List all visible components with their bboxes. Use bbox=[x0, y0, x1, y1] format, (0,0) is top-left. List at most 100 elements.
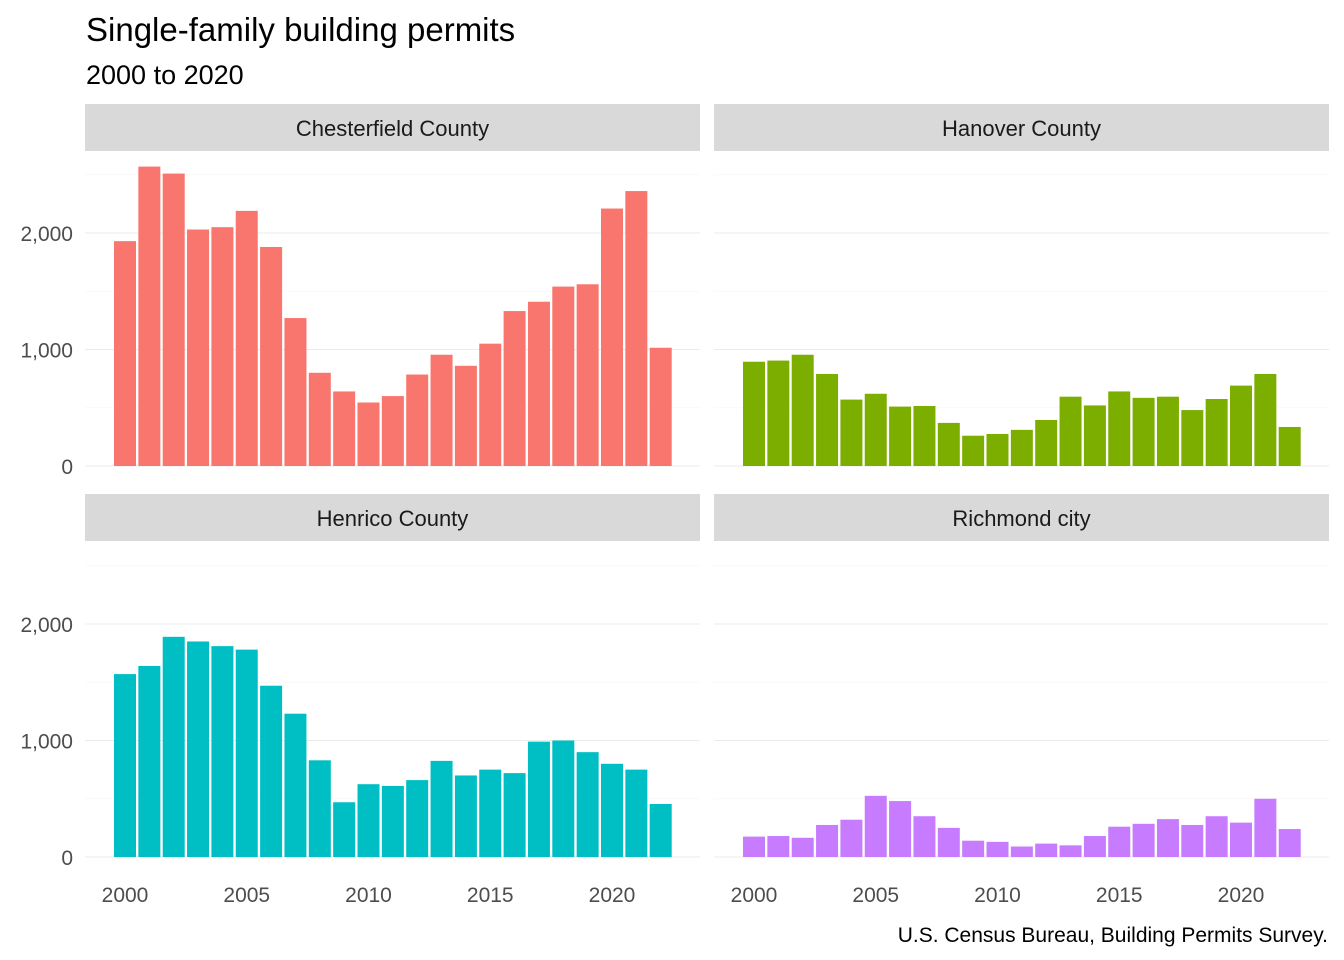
bar-2011 bbox=[1010, 429, 1033, 466]
bar-2017 bbox=[527, 301, 550, 466]
bar-2014 bbox=[454, 775, 477, 857]
bar-2009 bbox=[333, 391, 356, 466]
bar-2015 bbox=[1108, 826, 1131, 857]
bar-2008 bbox=[308, 760, 331, 857]
panel-richmond-city: Richmond city 2000 2005 2010 2015 2020 bbox=[714, 494, 1329, 907]
chart-caption: U.S. Census Bureau, Building Permits Sur… bbox=[898, 924, 1328, 947]
bar-2004 bbox=[840, 399, 863, 466]
x-tick-label: 2015 bbox=[467, 884, 514, 907]
x-tick-label: 2010 bbox=[345, 884, 392, 907]
bar-2021 bbox=[625, 769, 648, 857]
bar-2016 bbox=[503, 311, 526, 466]
bar-2014 bbox=[454, 365, 477, 466]
bar-2007 bbox=[913, 406, 936, 466]
bar-2010 bbox=[986, 433, 1009, 466]
bar-2013 bbox=[430, 760, 453, 857]
bar-2002 bbox=[162, 173, 185, 466]
bar-2014 bbox=[1083, 836, 1106, 857]
bar-2019 bbox=[576, 752, 599, 857]
bar-2015 bbox=[1108, 391, 1131, 466]
strip-label: Henrico County bbox=[317, 506, 469, 531]
bar-2020 bbox=[1230, 822, 1252, 857]
bar-2009 bbox=[962, 435, 985, 466]
bar-2022 bbox=[1278, 426, 1301, 466]
bar-2001 bbox=[767, 360, 790, 466]
strip-background bbox=[85, 494, 700, 541]
bar-2008 bbox=[937, 827, 960, 857]
bar-2012 bbox=[1035, 419, 1058, 466]
bar-2005 bbox=[864, 795, 887, 857]
bar-2006 bbox=[260, 685, 283, 857]
bar-2017 bbox=[527, 741, 550, 857]
x-tick-label: 2015 bbox=[1096, 884, 1143, 907]
bar-2005 bbox=[235, 210, 258, 466]
bar-2010 bbox=[357, 784, 380, 857]
bar-2021 bbox=[625, 191, 648, 466]
panel-hanover-county: Hanover County bbox=[714, 104, 1329, 467]
bar-2002 bbox=[791, 354, 814, 466]
strip-label: Richmond city bbox=[952, 506, 1090, 531]
chart-subtitle: 2000 to 2020 bbox=[86, 60, 244, 90]
bar-2003 bbox=[187, 641, 210, 857]
y-tick-label: 1,000 bbox=[20, 731, 73, 754]
bar-2019 bbox=[576, 284, 599, 466]
bar-2010 bbox=[986, 841, 1009, 857]
bar-2001 bbox=[767, 836, 790, 857]
bar-2009 bbox=[333, 802, 356, 857]
bar-2022 bbox=[1278, 829, 1301, 857]
bar-2013 bbox=[430, 354, 453, 466]
y-tick-label: 2,000 bbox=[20, 223, 73, 246]
panel-chesterfield-county: Chesterfield County 0 1,000 2,000 bbox=[20, 104, 700, 479]
strip-label: Chesterfield County bbox=[296, 116, 489, 141]
bar-2021 bbox=[1254, 373, 1277, 466]
y-tick-label: 0 bbox=[61, 456, 73, 479]
bar-2021 bbox=[1254, 798, 1277, 857]
bar-2006 bbox=[889, 801, 912, 857]
bar-2003 bbox=[187, 229, 210, 466]
bar-2007 bbox=[284, 318, 307, 466]
bar-2011 bbox=[381, 785, 404, 857]
bar-2008 bbox=[308, 372, 331, 466]
bar-2006 bbox=[889, 406, 912, 466]
x-tick-label: 2010 bbox=[974, 884, 1021, 907]
bar-2012 bbox=[406, 374, 429, 466]
bar-2018 bbox=[1181, 824, 1204, 857]
strip-background bbox=[714, 104, 1329, 151]
bar-2018 bbox=[552, 286, 575, 466]
bar-2016 bbox=[1132, 823, 1155, 857]
bar-2002 bbox=[791, 837, 814, 857]
bar-2013 bbox=[1059, 845, 1082, 857]
bar-2011 bbox=[1010, 846, 1033, 857]
y-tick-label: 2,000 bbox=[20, 614, 73, 637]
bar-2007 bbox=[284, 713, 307, 857]
bar-2017 bbox=[1156, 396, 1179, 466]
strip-label: Hanover County bbox=[942, 116, 1101, 141]
bar-2005 bbox=[235, 649, 258, 857]
bar-2005 bbox=[864, 393, 887, 466]
bar-2014 bbox=[1083, 405, 1106, 466]
x-tick-label: 2005 bbox=[852, 884, 899, 907]
bar-2003 bbox=[816, 824, 839, 857]
bar-2019 bbox=[1205, 399, 1228, 466]
bar-2018 bbox=[1181, 410, 1204, 466]
bar-2010 bbox=[357, 402, 380, 466]
bar-2015 bbox=[479, 769, 502, 857]
panel-henrico-county: Henrico County 0 1,000 2,000 2000 2005 2010 201… bbox=[20, 494, 700, 907]
bar-2022 bbox=[649, 803, 672, 857]
strip-background bbox=[714, 494, 1329, 541]
bar-2017 bbox=[1156, 819, 1179, 857]
bar-2022 bbox=[649, 347, 672, 466]
x-tick-label: 2020 bbox=[1218, 884, 1265, 907]
chart-title: Single-family building permits bbox=[86, 11, 515, 48]
bar-2012 bbox=[406, 780, 429, 857]
bar-2002 bbox=[162, 636, 185, 857]
bar-2020 bbox=[601, 763, 623, 857]
x-tick-label: 2000 bbox=[102, 884, 149, 907]
bar-2000 bbox=[114, 241, 136, 466]
bar-2003 bbox=[816, 373, 839, 466]
x-tick-label: 2000 bbox=[731, 884, 778, 907]
bar-2008 bbox=[937, 422, 960, 466]
bar-2015 bbox=[479, 343, 502, 466]
bar-2016 bbox=[503, 773, 526, 857]
